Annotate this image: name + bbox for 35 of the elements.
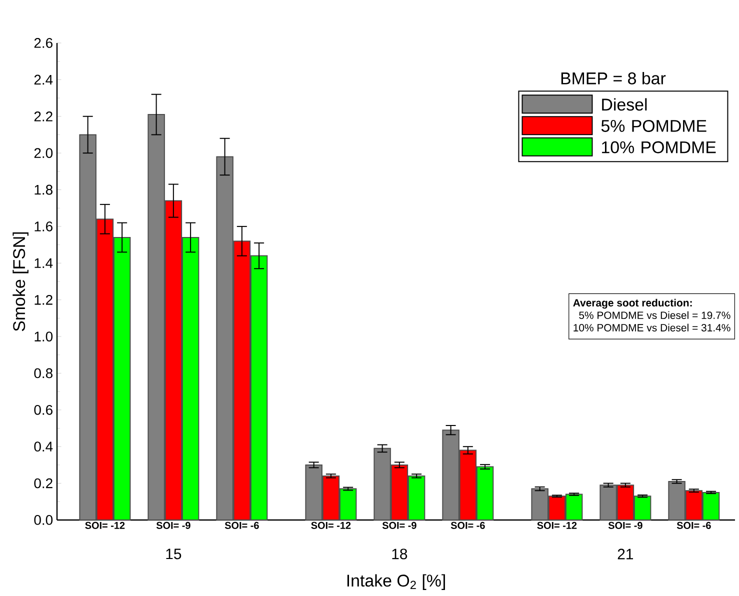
y-axis-title: Smoke [FSN]	[12, 232, 28, 332]
x-tick-label: SOI= -9	[382, 522, 416, 529]
annotation: Average soot reduction:	[573, 298, 692, 309]
y-tick-label: 1.8	[34, 184, 52, 195]
y-tick-label: 1.2	[34, 294, 52, 305]
y-tick-label: 0.8	[34, 368, 52, 378]
y-tick-label: 1.6	[34, 222, 52, 232]
y-tick-label: 0.2	[34, 478, 52, 488]
text: 18	[392, 548, 408, 560]
y-tick-label: 0.6	[34, 404, 52, 415]
x-tick-label: SOI= -6	[676, 522, 711, 529]
x-tick-label: SOI= -9	[156, 522, 190, 529]
x-tick-label: SOI= -9	[608, 522, 642, 529]
legend-title: BMEP = 8 bar	[561, 72, 666, 84]
x-tick-label: SOI= -6	[450, 522, 485, 529]
annotation: 10% POMDME vs Diesel = 31.4%	[574, 324, 730, 332]
y-tick-label: 2.2	[34, 111, 52, 122]
x-tick-label: SOI= -6	[224, 522, 259, 529]
y-tick-label: 2.6	[34, 38, 52, 48]
y-tick-label: 0.4	[34, 442, 53, 452]
annotation: 5% POMDME vs Diesel = 19.7%	[579, 311, 730, 319]
y-tick-label: 1.4	[34, 258, 53, 268]
x-tick-label: SOI= -12	[537, 522, 577, 529]
text: 21	[618, 548, 634, 560]
legend-label: Diesel	[602, 98, 647, 111]
y-tick-label: 0.0	[34, 515, 53, 525]
legend-label: 10% POMDME	[602, 141, 716, 154]
y-tick-label: 2.0	[34, 148, 53, 158]
x-tick-label: SOI= -12	[311, 522, 351, 529]
x-axis-title: Intake O$_{2}$ [%]	[347, 574, 445, 590]
y-tick-label: 2.4	[34, 74, 53, 85]
y-tick-label: 1.0	[34, 332, 53, 342]
legend-label: 5% POMDME	[601, 120, 706, 132]
text: 15	[166, 548, 182, 560]
x-tick-label: SOI= -12	[85, 522, 125, 529]
